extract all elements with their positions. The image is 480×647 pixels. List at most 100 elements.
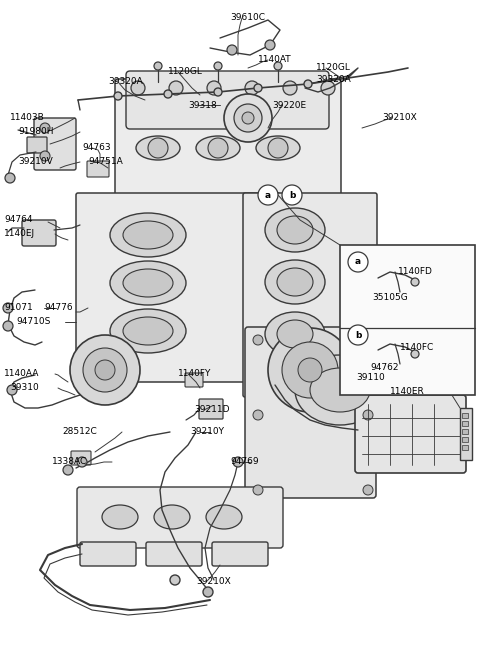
FancyBboxPatch shape xyxy=(71,451,91,465)
Circle shape xyxy=(169,81,183,95)
Circle shape xyxy=(253,485,263,495)
FancyBboxPatch shape xyxy=(115,79,341,203)
Ellipse shape xyxy=(265,260,325,304)
Circle shape xyxy=(214,62,222,70)
FancyBboxPatch shape xyxy=(77,487,283,548)
FancyBboxPatch shape xyxy=(185,373,203,387)
Circle shape xyxy=(214,88,222,96)
Circle shape xyxy=(268,138,288,158)
Ellipse shape xyxy=(256,136,300,160)
Text: 1140FC: 1140FC xyxy=(400,344,434,353)
Text: 94710S: 94710S xyxy=(16,318,50,327)
Circle shape xyxy=(70,335,140,405)
Ellipse shape xyxy=(196,136,240,160)
Circle shape xyxy=(282,342,338,398)
Text: 11403B: 11403B xyxy=(10,113,45,122)
FancyBboxPatch shape xyxy=(34,118,76,170)
Ellipse shape xyxy=(295,355,385,425)
Circle shape xyxy=(282,185,302,205)
Circle shape xyxy=(170,575,180,585)
Bar xyxy=(460,408,472,460)
Circle shape xyxy=(3,303,13,313)
Ellipse shape xyxy=(123,317,173,345)
Circle shape xyxy=(242,112,254,124)
FancyBboxPatch shape xyxy=(355,395,466,473)
Text: 94751A: 94751A xyxy=(88,157,123,166)
Circle shape xyxy=(148,138,168,158)
FancyBboxPatch shape xyxy=(87,161,109,177)
Text: 35105G: 35105G xyxy=(372,294,408,303)
Text: 1338AC: 1338AC xyxy=(52,457,87,466)
Text: 91071: 91071 xyxy=(4,303,33,313)
Circle shape xyxy=(253,335,263,345)
Ellipse shape xyxy=(123,269,173,297)
Text: 39610C: 39610C xyxy=(230,14,265,23)
FancyBboxPatch shape xyxy=(27,137,47,153)
Circle shape xyxy=(348,325,368,345)
Circle shape xyxy=(3,321,13,331)
FancyBboxPatch shape xyxy=(245,327,376,498)
Text: 94769: 94769 xyxy=(230,457,259,466)
Text: 1120GL: 1120GL xyxy=(168,67,203,76)
Text: 94763: 94763 xyxy=(82,144,110,153)
Text: 39210X: 39210X xyxy=(382,113,417,122)
Text: 1140FD: 1140FD xyxy=(398,267,433,276)
Text: 1140AA: 1140AA xyxy=(4,369,39,378)
FancyBboxPatch shape xyxy=(212,542,268,566)
Ellipse shape xyxy=(110,309,186,353)
Circle shape xyxy=(253,410,263,420)
Circle shape xyxy=(83,348,127,392)
Ellipse shape xyxy=(110,261,186,305)
Text: 28512C: 28512C xyxy=(62,428,97,437)
Text: 94764: 94764 xyxy=(4,215,33,225)
Text: 39320A: 39320A xyxy=(316,76,351,85)
Ellipse shape xyxy=(277,216,313,244)
Text: a: a xyxy=(355,258,361,267)
Ellipse shape xyxy=(265,312,325,356)
Text: 39110: 39110 xyxy=(356,373,385,382)
Circle shape xyxy=(208,138,228,158)
Ellipse shape xyxy=(265,208,325,252)
Bar xyxy=(462,413,468,418)
Ellipse shape xyxy=(277,320,313,348)
Circle shape xyxy=(411,350,419,358)
Text: 1140FY: 1140FY xyxy=(178,369,211,378)
Circle shape xyxy=(207,81,221,95)
Text: 39210X: 39210X xyxy=(196,578,231,586)
Text: 1140AT: 1140AT xyxy=(258,56,292,65)
Text: 91980H: 91980H xyxy=(18,127,53,137)
FancyBboxPatch shape xyxy=(199,399,223,419)
FancyBboxPatch shape xyxy=(80,542,136,566)
Circle shape xyxy=(363,410,373,420)
Text: 94776: 94776 xyxy=(44,303,72,313)
Circle shape xyxy=(254,84,262,92)
Ellipse shape xyxy=(310,368,370,412)
Text: 39210V: 39210V xyxy=(18,157,53,166)
Circle shape xyxy=(363,335,373,345)
Circle shape xyxy=(40,123,50,133)
Ellipse shape xyxy=(136,136,180,160)
Circle shape xyxy=(5,173,15,183)
FancyBboxPatch shape xyxy=(243,193,377,397)
Text: 39220E: 39220E xyxy=(272,100,306,109)
Circle shape xyxy=(321,81,335,95)
Circle shape xyxy=(114,92,122,100)
Circle shape xyxy=(7,385,17,395)
Circle shape xyxy=(77,457,87,467)
Bar xyxy=(462,429,468,434)
Circle shape xyxy=(224,94,272,142)
Text: 39318: 39318 xyxy=(188,100,217,109)
Text: 39211D: 39211D xyxy=(194,406,229,415)
Circle shape xyxy=(234,104,262,132)
Circle shape xyxy=(283,81,297,95)
Circle shape xyxy=(40,151,50,161)
Circle shape xyxy=(268,328,352,412)
Text: 39210Y: 39210Y xyxy=(190,428,224,437)
FancyBboxPatch shape xyxy=(146,542,202,566)
Circle shape xyxy=(164,90,172,98)
Text: 1140ER: 1140ER xyxy=(390,388,425,397)
Circle shape xyxy=(245,81,259,95)
Circle shape xyxy=(265,40,275,50)
Circle shape xyxy=(95,360,115,380)
Text: a: a xyxy=(265,190,271,199)
